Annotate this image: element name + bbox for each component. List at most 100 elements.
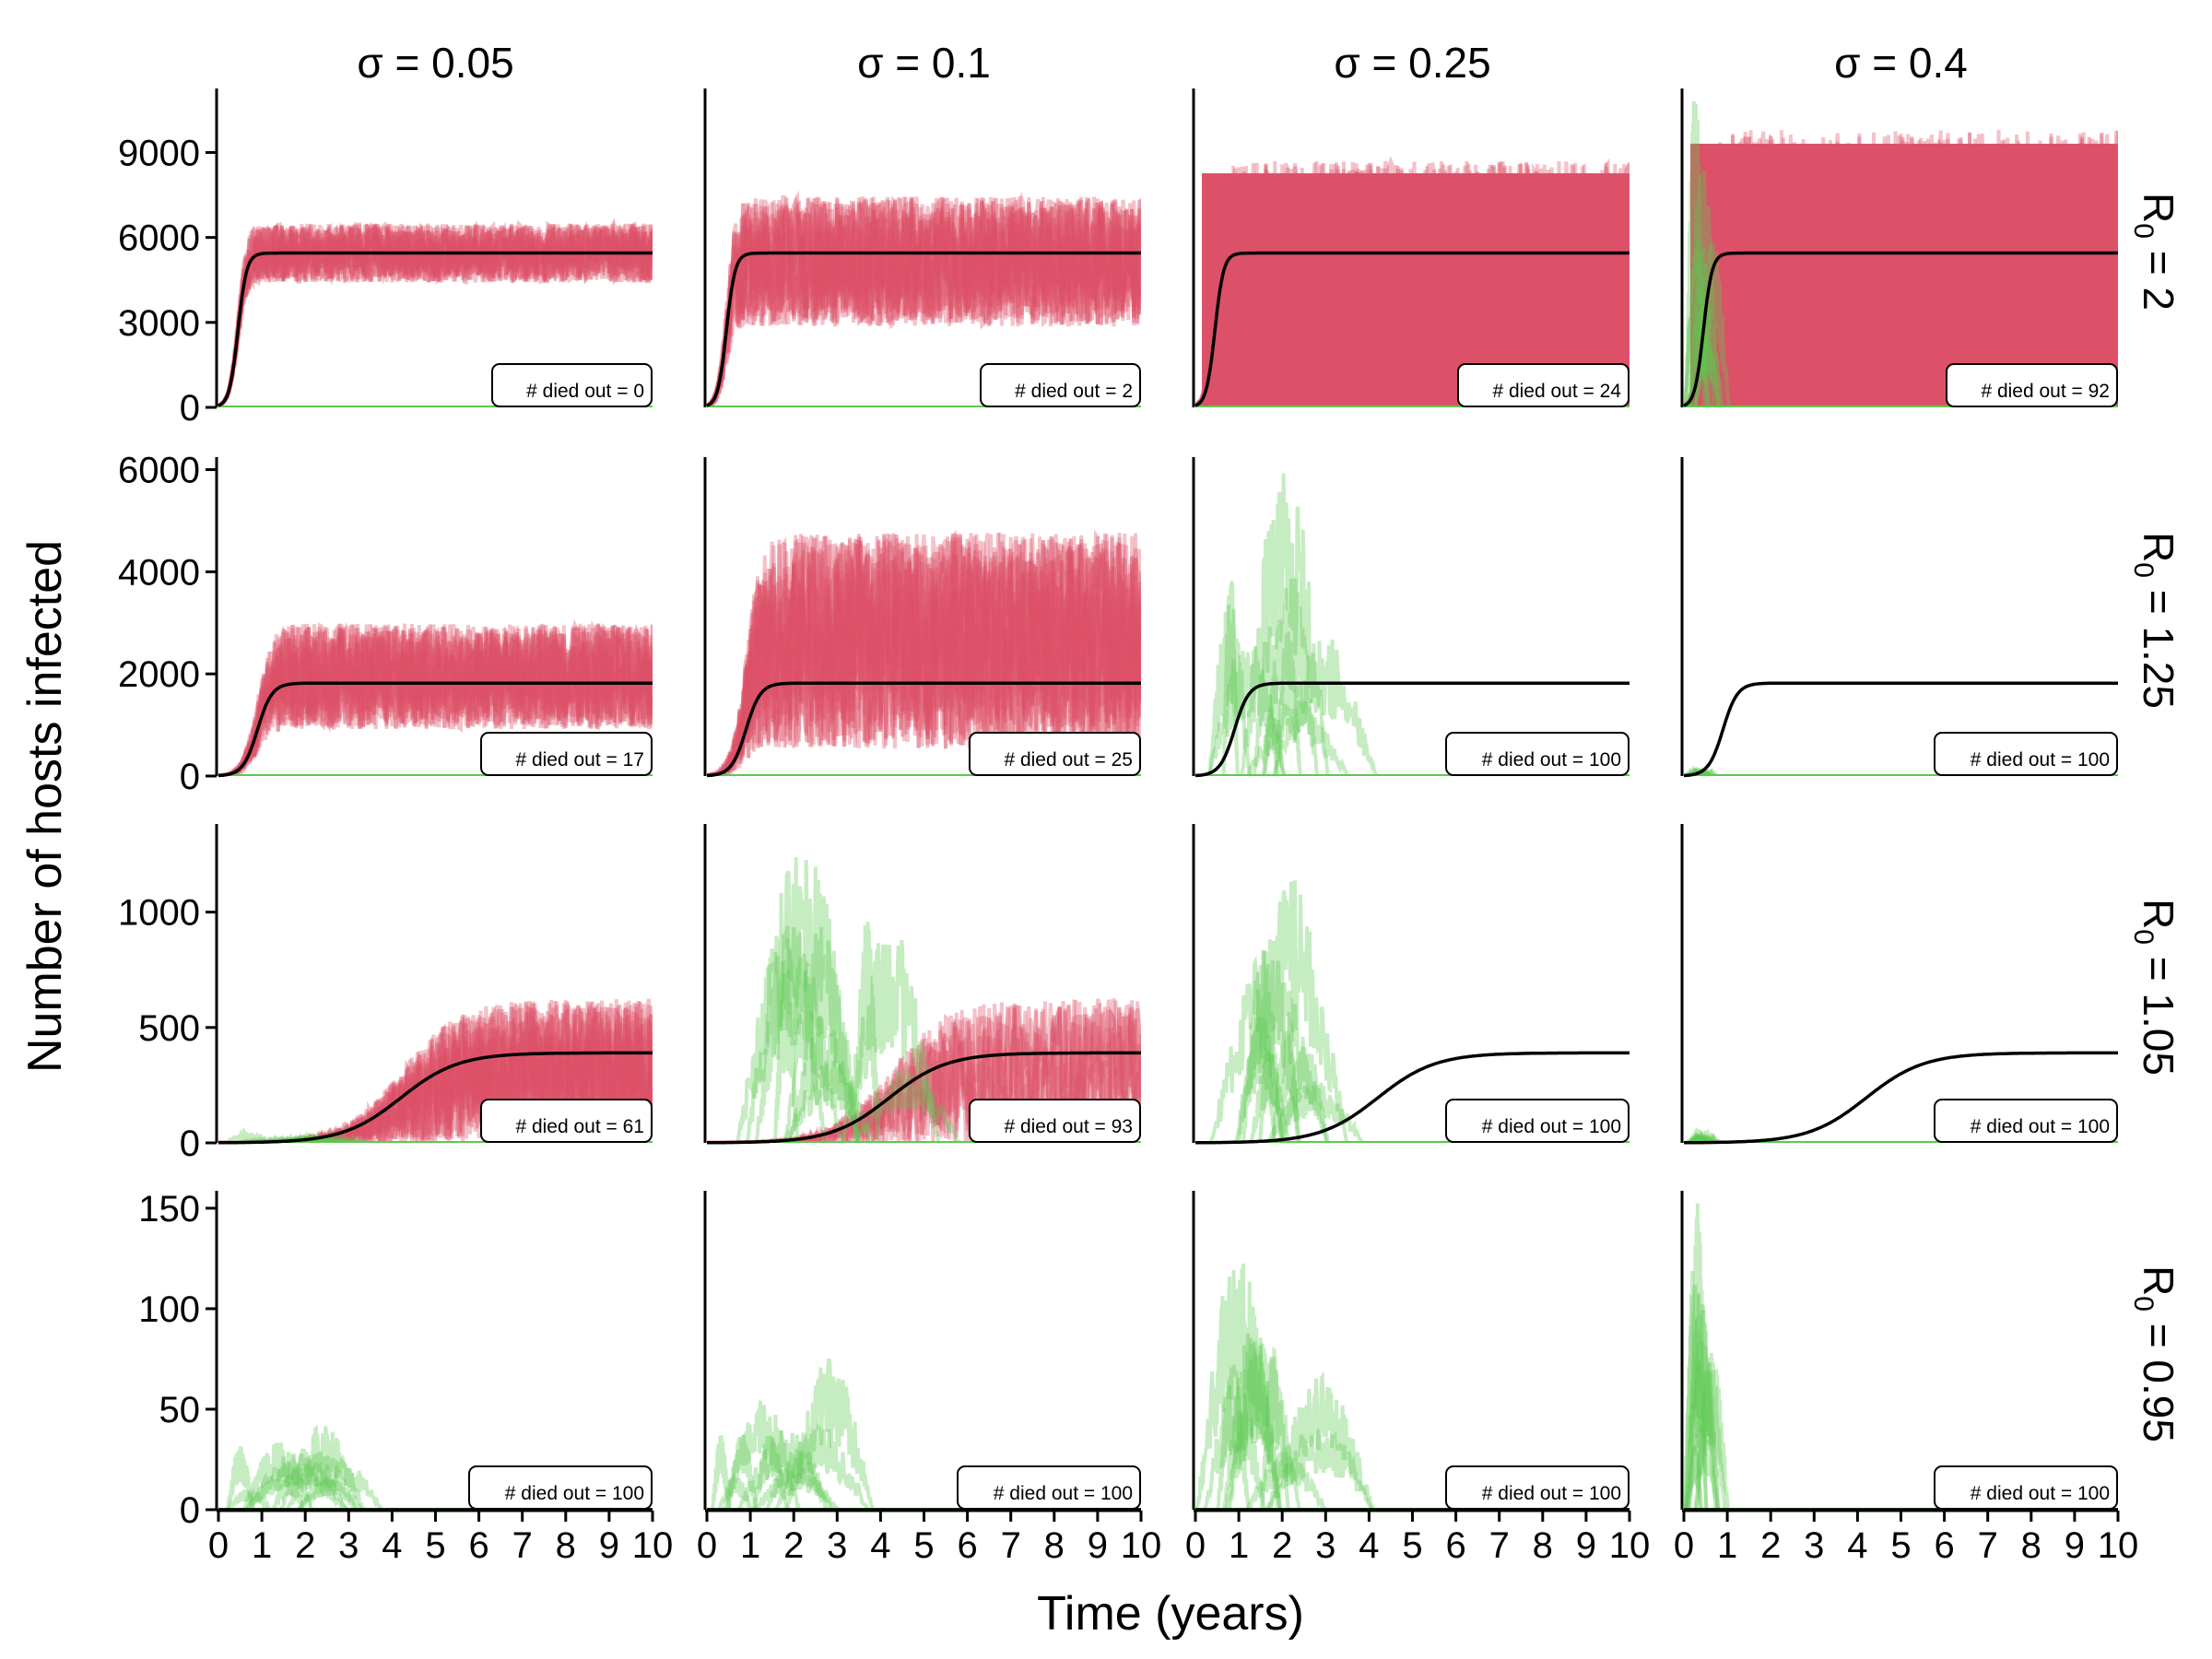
died-out-badge-label: # died out = 2 bbox=[1015, 381, 1133, 402]
persisted-run bbox=[218, 623, 653, 776]
x-tick-label: 9 bbox=[2065, 1525, 2085, 1566]
x-tick-label: 6 bbox=[468, 1525, 488, 1566]
deterministic-curve bbox=[218, 681, 653, 778]
died-out-run bbox=[1245, 1451, 1327, 1510]
died-out-run bbox=[736, 1430, 834, 1510]
persisted-run bbox=[707, 533, 1141, 776]
x-tick-label: 2 bbox=[1272, 1525, 1292, 1566]
persisted-run bbox=[218, 624, 653, 776]
y-tick-label: 4000 bbox=[118, 552, 200, 593]
died-out-badge bbox=[480, 1099, 653, 1143]
persisted-run bbox=[218, 624, 653, 776]
died-out-badge bbox=[1445, 732, 1630, 776]
died-out-run bbox=[1273, 631, 1302, 776]
y-tick-label: 3000 bbox=[118, 303, 200, 344]
y-tick-label: 0 bbox=[180, 388, 200, 429]
x-tick-label: 7 bbox=[512, 1525, 533, 1566]
simulation-traces bbox=[1195, 473, 1630, 776]
died-out-badge-label: # died out = 0 bbox=[526, 381, 644, 402]
died-out-run bbox=[1245, 700, 1350, 776]
persisted-run bbox=[707, 191, 1141, 407]
died-out-run bbox=[1266, 1429, 1374, 1510]
x-tick-label: 9 bbox=[599, 1525, 619, 1566]
panel-r0-c2: # died out = 24 σ = 0.25 bbox=[1192, 39, 1630, 407]
panel-r1-c3: # died out = 100 R0 = 1.25 bbox=[1680, 457, 2183, 778]
panel-r1-c2: # died out = 100 bbox=[1192, 457, 1630, 778]
died-out-run bbox=[1687, 311, 1711, 407]
x-tick-label: 4 bbox=[1359, 1525, 1379, 1566]
died-out-run bbox=[711, 1435, 732, 1510]
x-tick-label: 0 bbox=[1185, 1525, 1206, 1566]
died-out-badge bbox=[1457, 363, 1630, 407]
died-out-run bbox=[1278, 1012, 1300, 1143]
panel-r0-c0: 0 3000 6000 9000 # died out = 0 σ = 0.05 bbox=[118, 39, 653, 429]
died-out-run bbox=[1690, 1127, 1720, 1143]
persisted-run bbox=[218, 222, 653, 407]
y-tick-label: 2000 bbox=[118, 654, 200, 695]
x-tick-label: 2 bbox=[783, 1525, 804, 1566]
died-out-badge-label: # died out = 100 bbox=[1482, 1483, 1621, 1504]
x-tick-label: 5 bbox=[425, 1525, 445, 1566]
persisted-run bbox=[218, 219, 653, 407]
died-out-run bbox=[1686, 1342, 1721, 1510]
row-title: R0 = 1.25 bbox=[2128, 532, 2183, 709]
persisted-run bbox=[707, 196, 1141, 407]
persisted-run bbox=[707, 534, 1141, 776]
died-out-badge-label: # died out = 100 bbox=[1482, 1116, 1621, 1137]
persisted-run bbox=[218, 222, 653, 407]
died-out-run bbox=[735, 925, 843, 1143]
persisted-run bbox=[707, 535, 1141, 776]
persisted-run bbox=[218, 221, 653, 407]
died-out-run bbox=[1280, 1046, 1330, 1143]
persisted-run bbox=[707, 194, 1141, 407]
died-out-run bbox=[1241, 949, 1284, 1143]
died-out-run bbox=[1688, 1203, 1708, 1510]
died-out-run bbox=[1684, 1270, 1702, 1510]
persisted-run bbox=[707, 196, 1141, 407]
row-title-value: = 2 bbox=[2135, 239, 2183, 311]
x-tick-label: 0 bbox=[208, 1525, 229, 1566]
persisted-run bbox=[218, 622, 653, 776]
died-out-run bbox=[1265, 1082, 1365, 1143]
persisted-run bbox=[707, 196, 1141, 407]
persisted-run bbox=[218, 220, 653, 407]
column-title: σ = 0.05 bbox=[357, 39, 513, 87]
died-out-badge bbox=[1445, 1099, 1630, 1143]
died-out-run bbox=[1693, 242, 1731, 407]
died-out-run bbox=[1261, 708, 1280, 776]
x-tick-label: 6 bbox=[957, 1525, 977, 1566]
died-out-run bbox=[285, 1451, 358, 1510]
row-title-base: R bbox=[2135, 899, 2183, 929]
persisted-run bbox=[707, 195, 1141, 407]
deterministic-curve bbox=[707, 1051, 1141, 1145]
died-out-run bbox=[784, 1358, 875, 1510]
persisted-run bbox=[707, 533, 1141, 776]
persisted-run bbox=[218, 618, 653, 776]
died-out-run bbox=[765, 1448, 830, 1510]
row-title-value: = 1.05 bbox=[2135, 945, 2183, 1076]
row-title-subscript: 0 bbox=[2128, 562, 2159, 578]
died-out-run bbox=[751, 1435, 789, 1510]
died-out-run bbox=[1684, 1292, 1718, 1510]
died-out-run bbox=[225, 1127, 269, 1143]
persisted-run bbox=[218, 623, 653, 776]
died-out-badge bbox=[1445, 1465, 1630, 1510]
died-out-badge-label: # died out = 17 bbox=[515, 749, 644, 771]
died-out-run bbox=[1691, 1132, 1709, 1143]
persisted-run bbox=[707, 196, 1141, 407]
died-out-badge bbox=[480, 732, 653, 776]
died-out-run bbox=[1236, 1017, 1286, 1143]
deterministic-curve bbox=[706, 681, 1141, 778]
x-tick-label: 5 bbox=[913, 1525, 934, 1566]
x-tick-label: 4 bbox=[870, 1525, 890, 1566]
x-tick-label: 8 bbox=[2021, 1525, 2041, 1566]
died-out-badge bbox=[468, 1465, 653, 1510]
died-out-run bbox=[1253, 626, 1285, 776]
x-tick-label: 2 bbox=[1760, 1525, 1781, 1566]
x-axis-title: Time (years) bbox=[1037, 1587, 1304, 1641]
died-out-run bbox=[1259, 1346, 1290, 1510]
row-title: R0 = 1.05 bbox=[2128, 899, 2183, 1076]
